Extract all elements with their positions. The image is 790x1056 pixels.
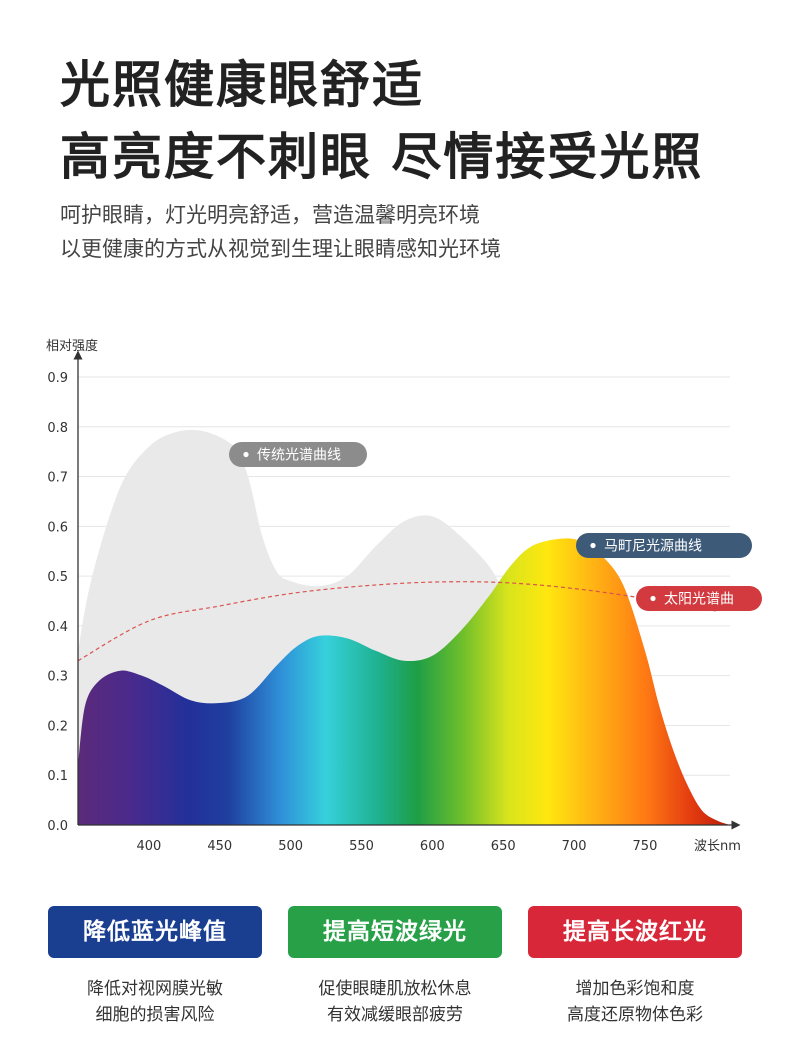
feature-description: 促使眼睫肌放松休息 有效减缓眼部疲劳 (288, 976, 502, 1028)
feature-desc-line: 降低对视网膜光敏 (87, 979, 223, 999)
x-tick-label: 600 (420, 839, 445, 854)
x-tick-label: 700 (562, 839, 587, 854)
x-tick-label: 500 (278, 839, 303, 854)
x-tick-label: 550 (349, 839, 374, 854)
feature-desc-line: 细胞的损害风险 (95, 1005, 215, 1025)
reduce-blue-peak-button[interactable]: 降低蓝光峰值 (48, 906, 262, 958)
boost-red-light-button[interactable]: 提高长波红光 (528, 906, 742, 958)
x-axis-label: 波长nm (694, 839, 741, 854)
y-tick-label: 0.9 (47, 371, 68, 386)
feature-red-light: 提高长波红光 增加色彩饱和度 高度还原物体色彩 (528, 906, 742, 1028)
y-tick-label: 0.0 (47, 819, 68, 834)
legend-dot (243, 451, 249, 458)
subtitle-line-2: 以更健康的方式从视觉到生理让眼睛感知光环境 (60, 237, 501, 261)
feature-green-light: 提高短波绿光 促使眼睫肌放松休息 有效减缓眼部疲劳 (288, 906, 502, 1028)
boost-green-light-button[interactable]: 提高短波绿光 (288, 906, 502, 958)
y-tick-label: 0.3 (47, 670, 68, 685)
legend-pill (576, 533, 752, 558)
legend-item: 马町尼光源曲线 (576, 533, 752, 558)
y-tick-label: 0.1 (47, 769, 68, 784)
y-tick-label: 0.8 (47, 421, 68, 436)
y-tick-label: 0.6 (47, 520, 68, 535)
y-tick-label: 0.5 (47, 570, 68, 585)
axes: 0.0 0.1 0.2 0.3 0.4 0.5 0.6 0.7 0.8 0.9 400 450 500 5… (46, 338, 741, 854)
x-tick-label: 750 (633, 839, 658, 854)
legend-label: 传统光谱曲线 (257, 448, 341, 464)
feature-desc-line: 促使眼睫肌放松休息 (318, 979, 472, 999)
x-tick-label: 650 (491, 839, 516, 854)
legend-item: 传统光谱曲线 (229, 442, 367, 467)
feature-description: 增加色彩饱和度 高度还原物体色彩 (528, 976, 742, 1028)
legend-dot (590, 542, 596, 549)
x-tick-label: 400 (136, 839, 161, 854)
legend-dot (650, 595, 656, 602)
y-tick-label: 0.7 (47, 471, 68, 486)
headline-line-1: 光照健康眼舒适 (60, 56, 424, 114)
y-tick-label: 0.4 (47, 620, 68, 635)
subtitle-line-1: 呵护眼睛，灯光明亮舒适，营造温馨明亮环境 (60, 203, 480, 227)
legend-item: 太阳光谱曲 (636, 586, 762, 611)
feature-desc-line: 增加色彩饱和度 (575, 979, 695, 999)
series-areas (77, 429, 730, 825)
legend-label: 太阳光谱曲 (664, 592, 734, 608)
y-tick-label: 0.2 (47, 719, 68, 734)
feature-desc-line: 高度还原物体色彩 (567, 1005, 703, 1025)
feature-blue-light: 降低蓝光峰值 降低对视网膜光敏 细胞的损害风险 (48, 906, 262, 1028)
legend-pill (229, 442, 367, 467)
feature-description: 降低对视网膜光敏 细胞的损害风险 (48, 976, 262, 1028)
x-tick-label: 450 (207, 839, 232, 854)
headline-line-2: 高亮度不刺眼 尽情接受光照 (60, 128, 704, 186)
legend-pill (636, 586, 762, 611)
martini-spectrum-area (78, 538, 730, 825)
feature-desc-line: 有效减缓眼部疲劳 (327, 1005, 463, 1025)
spectrum-chart: 0.0 0.1 0.2 0.3 0.4 0.5 0.6 0.7 0.8 0.9 400 450 500 5… (46, 338, 762, 854)
y-axis-label: 相对强度 (46, 338, 98, 354)
legend-label: 马町尼光源曲线 (604, 539, 702, 555)
